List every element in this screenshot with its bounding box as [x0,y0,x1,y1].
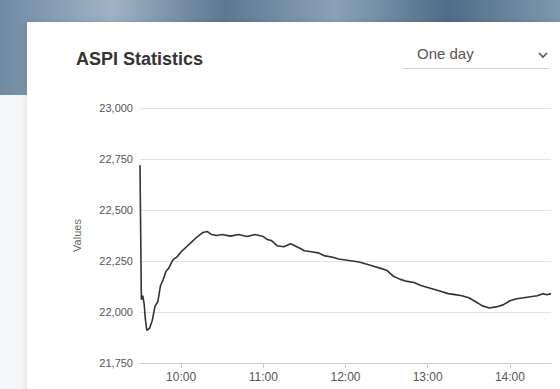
svg-text:23,000: 23,000 [99,102,133,114]
svg-text:14:00: 14:00 [495,370,525,384]
svg-text:Values: Values [71,219,83,252]
svg-text:21,750: 21,750 [99,357,133,369]
svg-text:10:00: 10:00 [166,370,196,384]
svg-text:22,000: 22,000 [99,306,133,318]
svg-text:22,500: 22,500 [99,204,133,216]
svg-text:22,250: 22,250 [99,255,133,267]
svg-text:12:00: 12:00 [330,370,360,384]
svg-text:11:00: 11:00 [249,370,278,384]
svg-text:ASPI Statistics: ASPI Statistics [76,49,203,69]
html-text:One day: One day [417,45,474,62]
svg-text:13:00: 13:00 [413,370,443,384]
svg-text:22,750: 22,750 [99,153,133,165]
